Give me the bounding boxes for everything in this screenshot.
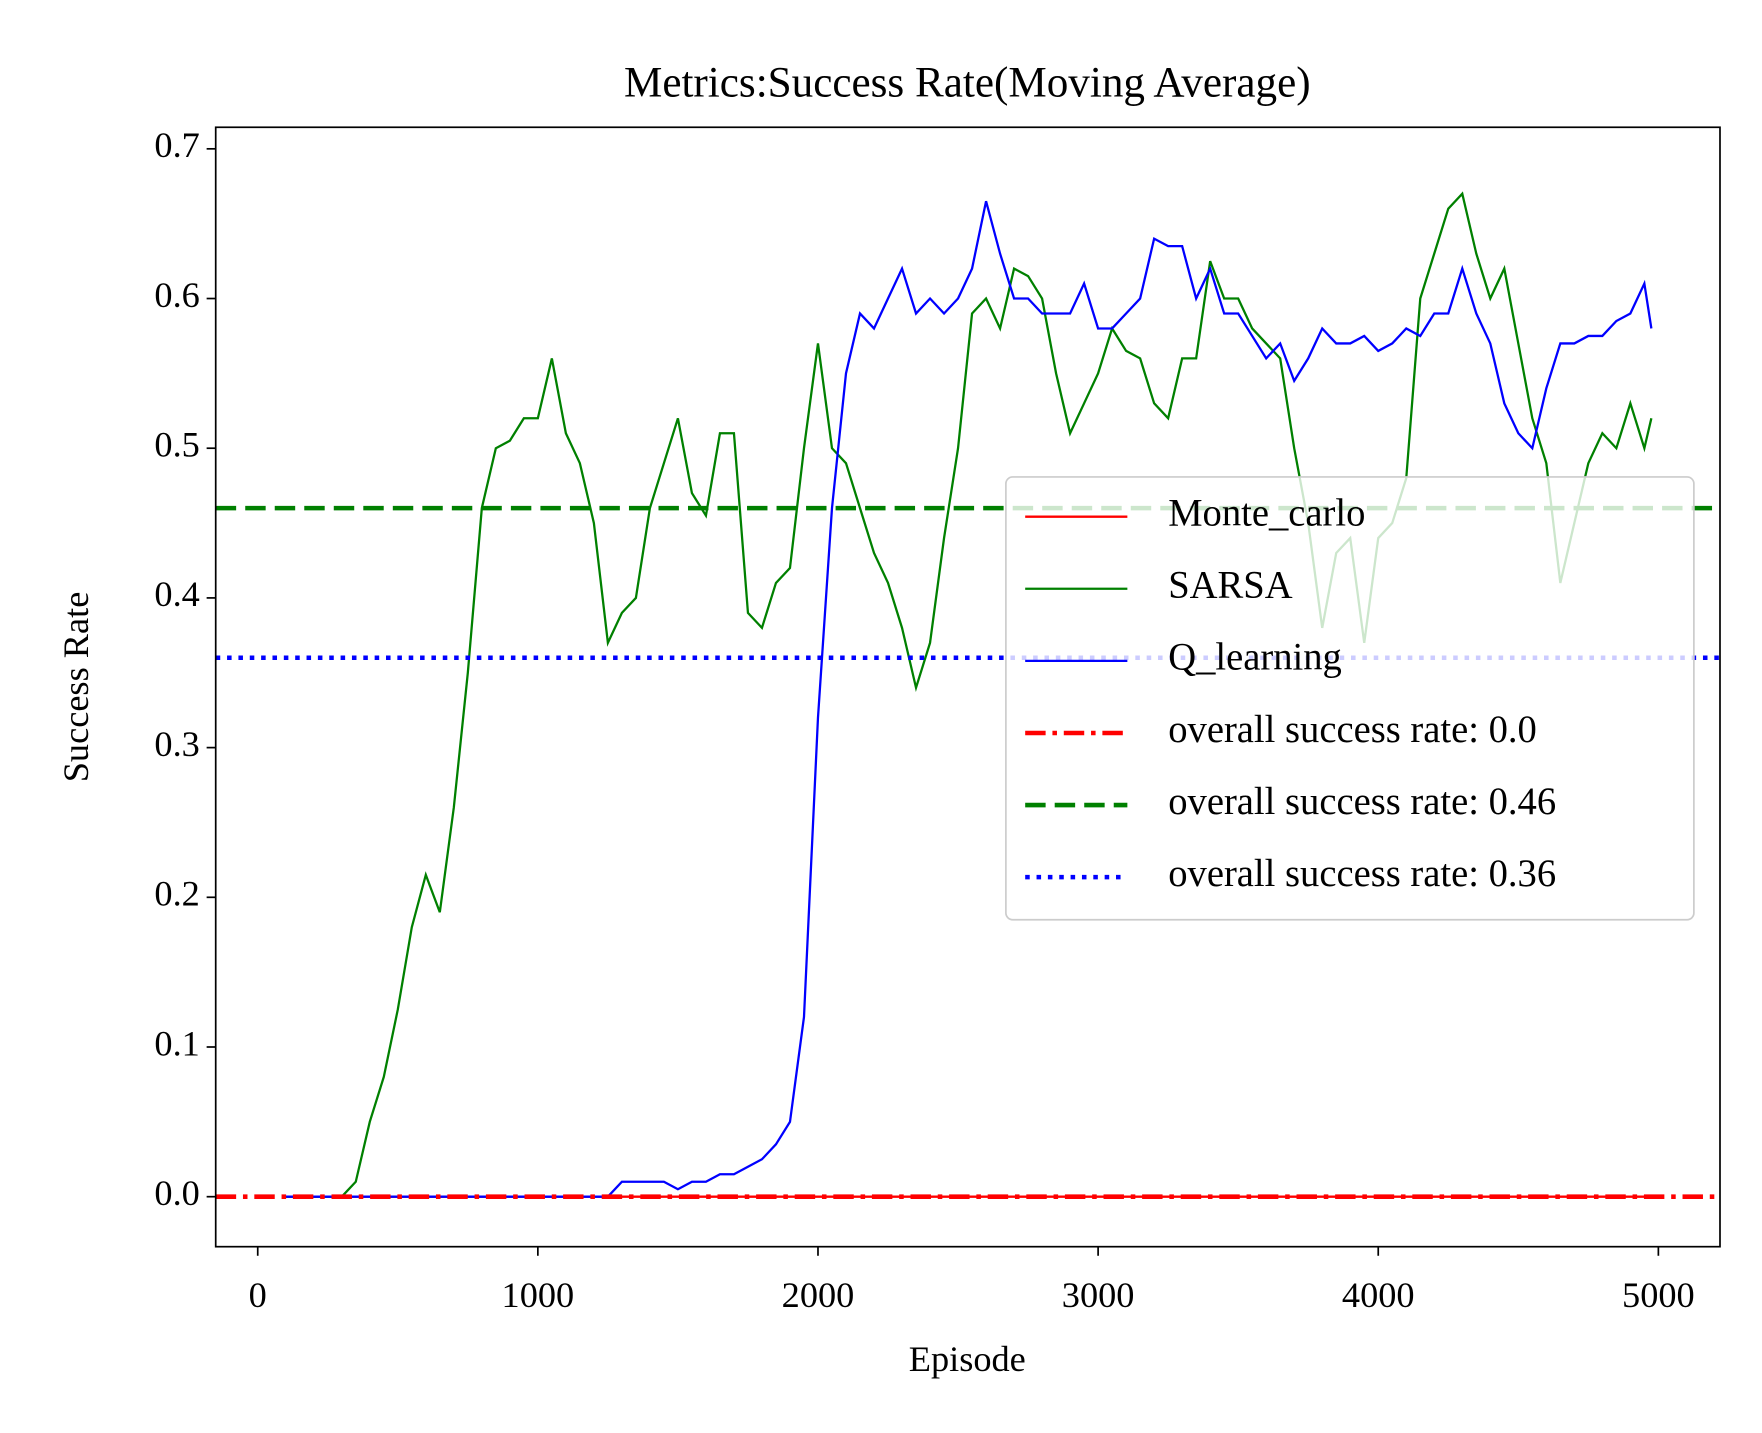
- legend-label: SARSA: [1168, 565, 1293, 607]
- series-line: [285, 191, 1653, 1198]
- legend-label: Monte_carlo: [1168, 493, 1365, 535]
- legend-box: [1005, 476, 1695, 921]
- legend-label: overall success rate: 0.46: [1168, 781, 1556, 823]
- legend-label: Q_learning: [1168, 637, 1342, 679]
- x-tick-label: 0: [249, 1275, 267, 1315]
- y-tick-label: 0.4: [154, 574, 199, 614]
- x-tick-label: 5000: [1622, 1275, 1695, 1315]
- y-tick-label: 0.2: [154, 874, 199, 914]
- x-axis-label: Episode: [909, 1339, 1026, 1379]
- y-tick-label: 0.0: [154, 1173, 199, 1213]
- chart-title: Metrics:Success Rate(Moving Average): [624, 59, 1311, 106]
- y-tick-label: 0.3: [154, 724, 199, 764]
- y-axis-label: Success Rate: [56, 592, 96, 783]
- y-tick-label: 0.6: [154, 275, 199, 315]
- x-tick-label: 3000: [1062, 1275, 1135, 1315]
- y-tick-label: 0.1: [154, 1023, 199, 1063]
- legend-label: overall success rate: 0.36: [1168, 853, 1556, 895]
- x-tick-label: 4000: [1342, 1275, 1415, 1315]
- y-tick-label: 0.7: [154, 125, 199, 165]
- legend-label: overall success rate: 0.0: [1168, 709, 1537, 751]
- x-tick-label: 2000: [782, 1275, 855, 1315]
- axes-frame: [214, 126, 1721, 1248]
- y-tick-label: 0.5: [154, 425, 199, 465]
- x-tick-label: 1000: [502, 1275, 575, 1315]
